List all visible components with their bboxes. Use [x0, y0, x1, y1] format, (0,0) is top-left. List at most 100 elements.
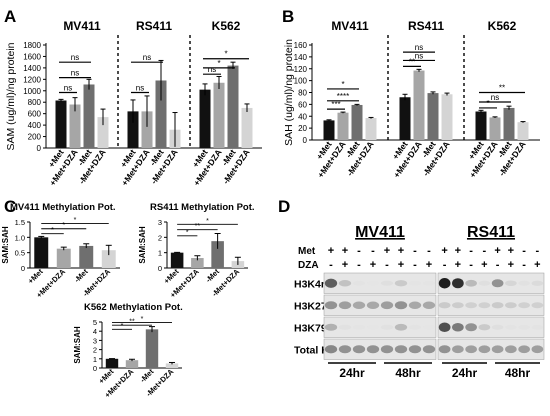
blot-band: [465, 302, 477, 309]
significance-label: ns: [136, 83, 144, 92]
y-tick-label: 1200: [23, 75, 41, 84]
y-tick-label: 1600: [23, 52, 41, 61]
blot-band: [491, 279, 504, 288]
blot-band: [324, 301, 338, 310]
blot-band: [465, 279, 477, 287]
bar: [399, 97, 411, 140]
blot-band: [491, 324, 504, 330]
y-tick-label: 200: [28, 133, 42, 142]
blot-band: [452, 278, 464, 289]
chart-c-rs411: RS411 Methylation Pot.0123SAM:SAH+Met+Me…: [138, 202, 255, 300]
blot-band: [324, 278, 338, 288]
bar: [351, 104, 363, 140]
significance-label: *: [486, 99, 489, 108]
blot-band: [518, 345, 530, 354]
met-sign: -: [483, 245, 487, 257]
time-label: 24hr: [452, 366, 478, 380]
bar: [79, 245, 94, 268]
blot-band: [380, 345, 394, 354]
significance-label: *: [206, 218, 209, 225]
bar: [141, 111, 153, 148]
significance-label: **: [129, 319, 135, 326]
y-tick-label: 0: [93, 364, 97, 373]
bar: [165, 363, 179, 368]
blot-band: [408, 280, 422, 286]
y-tick-label: 0: [303, 136, 308, 145]
western-blot: MV411 RS411MetDZA+-++---++-++---++-++---+…: [294, 224, 545, 380]
chart-title: K562 Methylation Pot.: [84, 302, 183, 313]
significance-label: *: [74, 217, 77, 224]
blot-band: [478, 345, 491, 354]
bar: [69, 104, 81, 148]
met-sign: +: [384, 245, 390, 257]
bar: [83, 84, 95, 148]
blot-strip: [323, 294, 437, 316]
dza-sign: +: [370, 259, 376, 271]
significance-label: ****: [337, 92, 349, 101]
significance-label: ns: [71, 69, 79, 78]
y-axis-label: SAM:SAH: [73, 326, 82, 364]
blot-band: [531, 280, 544, 286]
y-tick-label: 3: [158, 218, 162, 227]
dza-sign: +: [534, 259, 540, 271]
y-tick-label: 0: [158, 264, 162, 273]
bar: [170, 252, 184, 268]
significance-label: **: [499, 84, 505, 93]
blot-group-rs411: RS411: [467, 224, 515, 241]
significance-label: ***: [331, 100, 340, 109]
bar: [34, 237, 49, 268]
blot-strip: [323, 338, 437, 360]
blot-strip: [437, 272, 545, 294]
met-sign: +: [398, 245, 404, 257]
met-sign: -: [536, 245, 540, 257]
group-title-mv411: MV411: [331, 19, 369, 33]
group-title-k562: K562: [212, 19, 241, 33]
y-tick-label: 120: [294, 65, 308, 74]
y-axis-label: SAM:SAH: [138, 226, 147, 264]
blot-band: [380, 324, 394, 330]
y-tick-label: 1.5: [15, 218, 25, 227]
blot-band: [438, 302, 451, 309]
blot-band: [438, 322, 451, 332]
blot-band: [505, 345, 517, 354]
blot-band: [380, 280, 394, 286]
y-tick-label: 1.0: [15, 233, 25, 242]
y-axis-label: SAH (ug/ml)/ng protein: [283, 39, 295, 146]
blot-band: [380, 301, 394, 310]
significance-label: ns: [208, 65, 216, 74]
y-tick-label: 2: [93, 346, 97, 355]
blot-band: [352, 280, 366, 286]
blot-band: [422, 280, 436, 286]
bar: [55, 100, 67, 148]
blot-band: [438, 278, 451, 289]
time-label: 48hr: [395, 366, 421, 380]
y-axis-label: SAM:SAH: [1, 226, 10, 264]
bar: [475, 111, 487, 140]
significance-label: ns: [71, 53, 79, 62]
significance-label: ns: [415, 43, 423, 52]
dza-sign: +: [426, 259, 432, 271]
panel-label-a: A: [4, 7, 16, 26]
dza-sign: +: [508, 259, 514, 271]
blot-strip: [437, 316, 545, 338]
blot-band: [394, 280, 408, 287]
significance-label: ns: [143, 53, 151, 62]
bar: [427, 93, 439, 140]
blot-band: [324, 323, 338, 331]
y-tick-label: 400: [28, 121, 42, 130]
blot-band: [505, 324, 517, 330]
met-sign: +: [441, 245, 447, 257]
chart-a-sam: 0 200 400 600 800 1000 1200 1400 1600 1800 SAM (ug…: [5, 19, 262, 188]
significance-label: *: [224, 50, 227, 59]
blot-band: [438, 345, 451, 354]
panel-label-c: C: [4, 197, 16, 216]
significance-label: ns: [415, 51, 423, 60]
bar: [56, 248, 71, 268]
blot-strip: [323, 272, 437, 294]
y-tick-label: 0.5: [15, 249, 25, 258]
y-tick-label: 5: [93, 318, 97, 327]
y-tick-label: 1000: [23, 87, 41, 96]
time-label: 24hr: [339, 366, 365, 380]
dza-sign: +: [455, 259, 461, 271]
bar: [105, 358, 119, 368]
